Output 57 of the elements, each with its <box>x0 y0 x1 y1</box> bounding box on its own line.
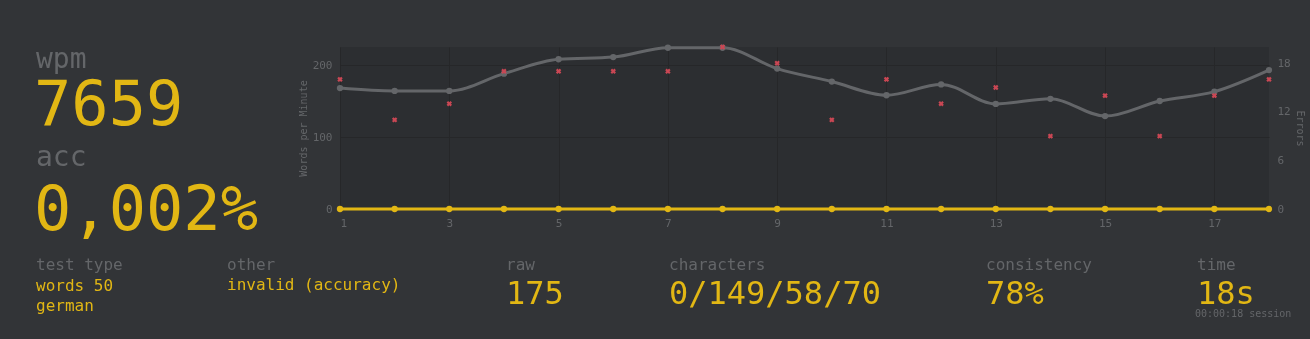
point <box>1266 76 1272 83</box>
point <box>828 78 835 85</box>
point <box>1156 205 1163 213</box>
point <box>1156 133 1163 139</box>
point <box>1156 97 1163 105</box>
point <box>446 205 453 213</box>
point <box>446 87 453 95</box>
point <box>555 205 562 213</box>
point <box>774 60 780 66</box>
text: 0,002% <box>34 172 258 245</box>
point <box>1265 205 1273 213</box>
text: 175 <box>506 274 564 312</box>
text: 18s <box>1197 274 1255 312</box>
point <box>665 68 671 75</box>
point <box>1101 205 1109 213</box>
point <box>992 100 999 108</box>
point <box>1047 205 1054 213</box>
text: german <box>36 296 94 315</box>
text: invalid (accuracy) <box>227 275 401 294</box>
point <box>828 205 835 213</box>
point <box>336 205 344 213</box>
point <box>774 65 781 72</box>
point <box>610 205 617 213</box>
point <box>883 205 890 213</box>
point <box>938 100 944 107</box>
text: 78% <box>986 274 1044 312</box>
point <box>937 81 945 88</box>
text: words 50 <box>36 276 114 295</box>
point <box>610 68 616 75</box>
point <box>610 53 617 61</box>
point <box>664 44 672 51</box>
point <box>774 205 781 213</box>
point <box>664 205 672 213</box>
point <box>337 76 343 83</box>
point <box>555 56 562 63</box>
point <box>937 205 945 213</box>
point <box>500 205 508 213</box>
point <box>1211 92 1218 99</box>
point <box>993 84 999 91</box>
point <box>883 92 890 99</box>
point <box>829 117 835 123</box>
point <box>1265 66 1273 74</box>
point <box>1101 112 1109 120</box>
text: 0/149/58/70 <box>669 274 881 312</box>
point <box>336 84 344 92</box>
point <box>719 205 726 213</box>
point <box>1047 95 1054 102</box>
point <box>391 205 398 213</box>
point <box>391 87 398 95</box>
point <box>883 76 890 83</box>
point <box>1102 92 1108 99</box>
point <box>391 117 398 123</box>
point <box>555 68 562 75</box>
point <box>992 205 999 213</box>
point <box>1047 133 1054 139</box>
point <box>1211 205 1218 213</box>
point <box>446 100 453 107</box>
